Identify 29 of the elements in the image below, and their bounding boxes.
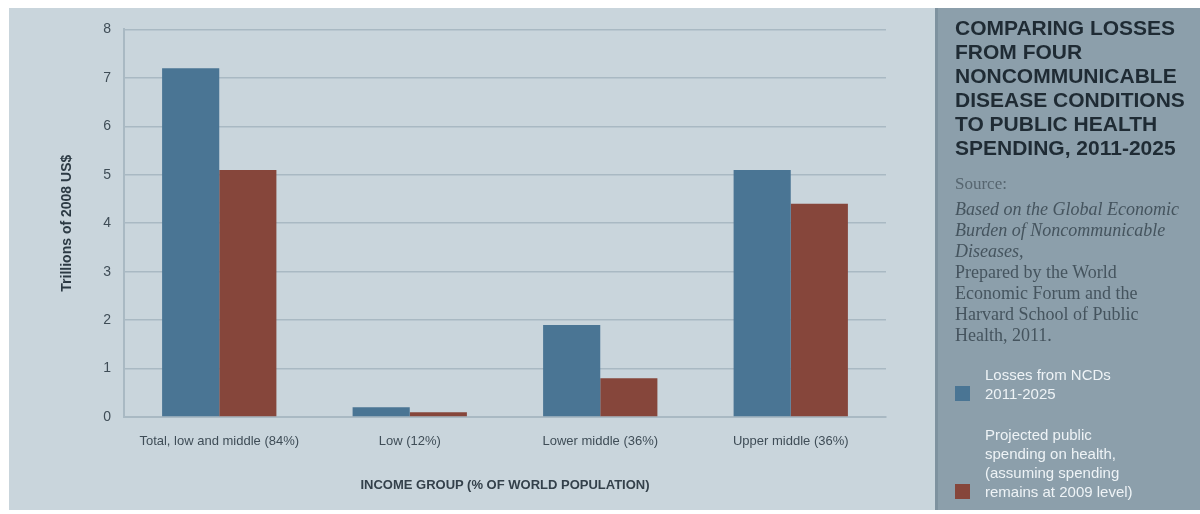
bar xyxy=(543,324,601,417)
x-axis-title: INCOME GROUP (% OF WORLD POPULATION) xyxy=(360,476,650,492)
legend-label: Losses from NCDs 2011-2025 xyxy=(985,365,1112,403)
text: Based on the Global Economic Burden of Noncommunicable Diseases, xyxy=(955,199,1180,262)
bar xyxy=(600,378,658,417)
y-tick-label: 8 xyxy=(103,20,112,37)
text: Prepared by the World Economic Forum and the Harvard School of Public Health, 2011. xyxy=(955,262,1140,346)
text: COMPARING LOSSES FROM FOUR NONCOMMUNICABLE DISEASE CONDITIONS TO PUBLIC HEALTH SPENDING, 2011-2025 xyxy=(955,16,1186,160)
y-tick-label: 5 xyxy=(103,165,112,182)
bar xyxy=(352,407,410,417)
x-tick-label: Total, low and middle (84%) xyxy=(139,433,300,449)
x-tick-label: Lower middle (36%) xyxy=(542,433,659,449)
source-note: Source: xyxy=(955,173,1008,195)
bar xyxy=(162,68,220,417)
y-tick-label: 0 xyxy=(103,407,112,424)
bar xyxy=(790,203,848,417)
y-tick-label: 7 xyxy=(103,68,112,85)
text: Projected public spending on health, (assuming spending remains at 2009 level) xyxy=(985,425,1134,501)
y-tick-label: 2 xyxy=(103,310,112,327)
bar xyxy=(733,169,791,417)
x-tick-label: Upper middle (36%) xyxy=(732,433,849,449)
bar xyxy=(219,169,277,417)
y-axis-title: Trillions of 2008 US$ xyxy=(58,154,75,292)
y-tick-label: 1 xyxy=(103,359,112,376)
y-tick-label: 3 xyxy=(103,262,112,279)
bar xyxy=(409,412,467,417)
y-tick-label: 6 xyxy=(103,117,112,134)
y-tick-label: 4 xyxy=(103,214,112,231)
x-tick-label: Low (12%) xyxy=(378,433,441,449)
